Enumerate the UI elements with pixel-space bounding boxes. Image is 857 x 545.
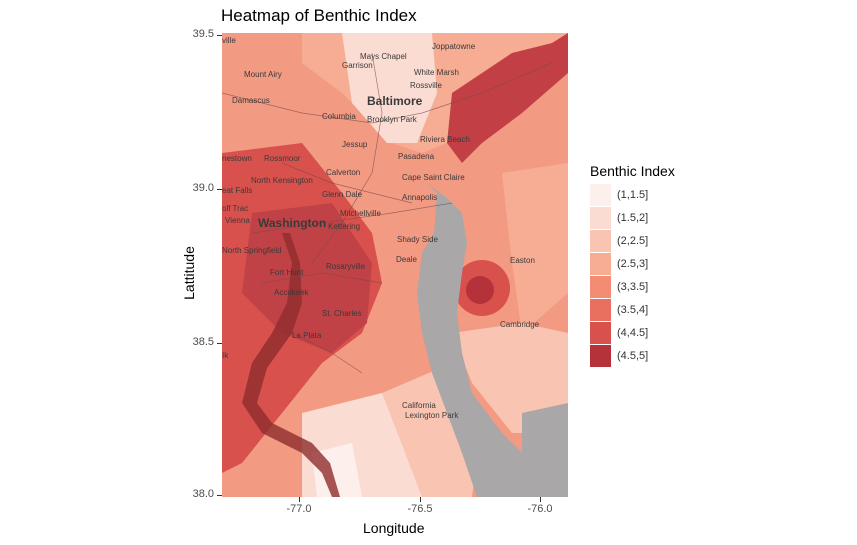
svg-text:olf Trac: olf Trac [222, 204, 248, 213]
heat-region-east [502, 163, 568, 333]
x-tick-mark [540, 497, 541, 502]
heatmap-plot: Joppatowne Mays Chapel Garrison Mount Ai… [222, 33, 568, 497]
road-network [222, 52, 553, 374]
svg-text:Cambridge: Cambridge [500, 320, 540, 329]
y-tick-mark [217, 35, 222, 36]
svg-text:Columbia: Columbia [322, 112, 356, 121]
svg-text:Riviera Beach: Riviera Beach [420, 135, 470, 144]
heat-region-south-light [312, 443, 362, 497]
y-tick-label: 39.5 [192, 28, 214, 40]
legend-entry: (3,3.5] [590, 275, 675, 298]
legend: Benthic Index (1,1.5] (1.5,2] (2,2.5] (2.5,… [590, 163, 675, 367]
svg-text:Kettering: Kettering [328, 222, 360, 231]
svg-text:Washington: Washington [258, 216, 326, 230]
y-tick-label: 38.5 [192, 336, 214, 348]
legend-key-swatch [590, 183, 611, 206]
y-tick-mark [217, 343, 222, 344]
legend-key-swatch [590, 298, 611, 321]
map-panel: Joppatowne Mays Chapel Garrison Mount Ai… [222, 33, 568, 497]
svg-text:St. Charles: St. Charles [322, 309, 362, 318]
legend-entry: (4,4.5] [590, 321, 675, 344]
svg-text:eat Falls: eat Falls [222, 186, 252, 195]
svg-text:Lexington Park: Lexington Park [405, 411, 459, 420]
svg-text:Mitchellville: Mitchellville [340, 209, 381, 218]
x-tick-mark [420, 497, 421, 502]
svg-text:Easton: Easton [510, 256, 535, 265]
svg-text:Brooklyn Park: Brooklyn Park [367, 115, 418, 124]
heat-region-washington [242, 203, 372, 353]
legend-key-swatch [590, 229, 611, 252]
legend-label: (2.5,3] [617, 257, 649, 270]
heat-region-northeast [447, 33, 568, 163]
svg-text:Shady Side: Shady Side [397, 235, 438, 244]
chart-title: Heatmap of Benthic Index [221, 6, 417, 25]
svg-text:Cape Saint Claire: Cape Saint Claire [402, 173, 465, 182]
svg-text:North Kensington: North Kensington [251, 176, 313, 185]
legend-entry: (1.5,2] [590, 206, 675, 229]
svg-text:North Springfield: North Springfield [222, 246, 282, 255]
y-tick-mark [217, 189, 222, 190]
x-tick-label: -77.0 [286, 503, 312, 515]
svg-text:Mays Chapel: Mays Chapel [360, 52, 407, 61]
heat-spot-easton-core [466, 276, 494, 304]
svg-text:Garrison: Garrison [342, 61, 373, 70]
legend-label: (1.5,2] [617, 211, 649, 224]
legend-entries: (1,1.5] (1.5,2] (2,2.5] (2.5,3] (3,3.5] (3.5,… [590, 183, 675, 367]
legend-entry: (2,2.5] [590, 229, 675, 252]
legend-label: (4.5,5] [617, 349, 649, 362]
svg-text:Rossville: Rossville [410, 81, 443, 90]
legend-key-swatch [590, 344, 611, 367]
svg-text:Rossmoor: Rossmoor [264, 154, 301, 163]
legend-label: (1,1.5] [617, 188, 649, 201]
svg-text:Vienna: Vienna [225, 216, 250, 225]
legend-key-swatch [590, 206, 611, 229]
y-axis-label: Lattitude [180, 246, 197, 300]
svg-text:Pasadena: Pasadena [398, 152, 435, 161]
svg-text:Rosaryville: Rosaryville [326, 262, 366, 271]
svg-text:Accokeek: Accokeek [274, 288, 310, 297]
legend-entry: (2.5,3] [590, 252, 675, 275]
svg-text:La Plata: La Plata [292, 331, 322, 340]
x-tick-mark [299, 497, 300, 502]
legend-key-swatch [590, 321, 611, 344]
legend-label: (3,3.5] [617, 280, 649, 293]
svg-text:nestown: nestown [222, 154, 252, 163]
bay-water-south [522, 403, 568, 497]
svg-text:Damascus: Damascus [232, 96, 270, 105]
svg-text:Fort Hunt: Fort Hunt [270, 268, 304, 277]
svg-text:ville: ville [222, 36, 236, 45]
svg-text:Joppatowne: Joppatowne [432, 42, 476, 51]
heat-region-baltimore [342, 33, 437, 143]
bay-water [417, 183, 522, 497]
legend-title: Benthic Index [590, 163, 675, 179]
y-tick-mark [217, 495, 222, 496]
svg-text:Mount Airy: Mount Airy [244, 70, 282, 79]
legend-entry: (4.5,5] [590, 344, 675, 367]
legend-key-swatch [590, 275, 611, 298]
x-tick-label: -76.0 [527, 503, 553, 515]
svg-text:Ik: Ik [222, 351, 229, 360]
x-axis-label: Longitude [363, 520, 425, 536]
legend-entry: (1,1.5] [590, 183, 675, 206]
svg-text:Baltimore: Baltimore [367, 94, 423, 108]
potomac-river [242, 233, 340, 497]
svg-text:Annapolis: Annapolis [402, 193, 437, 202]
y-tick-label: 39.0 [192, 182, 214, 194]
heat-region-southeast [452, 323, 568, 433]
legend-entry: (3.5,4] [590, 298, 675, 321]
svg-text:White Marsh: White Marsh [414, 68, 459, 77]
legend-label: (4,4.5] [617, 326, 649, 339]
svg-text:Jessup: Jessup [342, 140, 368, 149]
place-labels: Joppatowne Mays Chapel Garrison Mount Ai… [222, 36, 540, 420]
legend-label: (2,2.5] [617, 234, 649, 247]
svg-text:Glenn Dale: Glenn Dale [322, 190, 363, 199]
svg-text:California: California [402, 401, 436, 410]
legend-key-swatch [590, 252, 611, 275]
legend-label: (3.5,4] [617, 303, 649, 316]
x-tick-label: -76.5 [407, 503, 433, 515]
svg-text:Calverton: Calverton [326, 168, 360, 177]
svg-text:Deale: Deale [396, 255, 417, 264]
y-tick-label: 38.0 [192, 488, 214, 500]
